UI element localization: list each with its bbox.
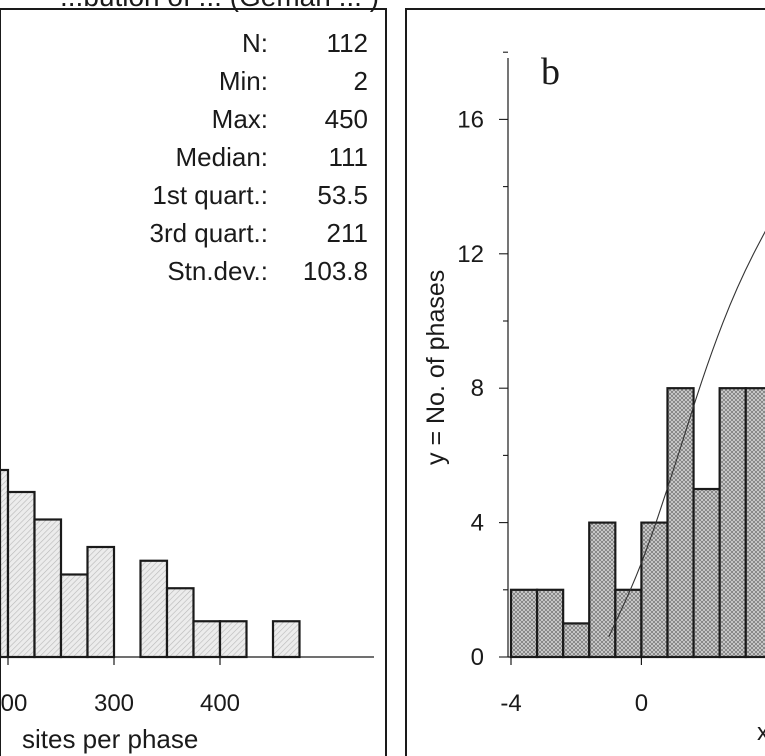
histogram-a-bar bbox=[86, 545, 116, 659]
stat-label: N: bbox=[242, 28, 268, 58]
x-tick-label-b: -4 bbox=[500, 690, 521, 717]
stat-value: 53.5 bbox=[317, 180, 368, 210]
x-tick-label-a: 00 bbox=[1, 690, 28, 717]
panel-b: b 0 4 8 12 16 -4 0 4 y = No. of phases x bbox=[422, 51, 765, 746]
x-tick-label-b: 0 bbox=[635, 690, 648, 717]
stat-value: 211 bbox=[327, 218, 368, 248]
stat-value: 2 bbox=[354, 66, 368, 96]
histogram-a-bar bbox=[192, 620, 222, 659]
histogram-a-bar bbox=[6, 490, 36, 659]
histogram-b-bar bbox=[614, 588, 643, 659]
stat-label: 3rd quart.: bbox=[149, 218, 268, 248]
stat-label: 1st quart.: bbox=[152, 180, 268, 210]
stat-value: 111 bbox=[328, 142, 368, 172]
y-tick-label-b: 16 bbox=[457, 106, 484, 133]
x-ticks-b: -404 bbox=[500, 657, 648, 717]
histogram-b-bar bbox=[509, 588, 539, 659]
y-tick-label-b: 4 bbox=[471, 510, 484, 537]
histogram-b-bar bbox=[562, 622, 591, 659]
stats-block: N: 112 Min: 2 Max: 450 Median: 111 1st quart.: 53… bbox=[149, 28, 368, 286]
histogram-b-bar bbox=[692, 487, 721, 659]
histogram-a-bar bbox=[271, 620, 301, 659]
histogram-a-bar bbox=[165, 587, 195, 659]
stat-label: Max: bbox=[212, 104, 268, 134]
y-axis-title-b: y = No. of phases bbox=[422, 270, 450, 465]
y-tick-label-b: 8 bbox=[471, 375, 484, 402]
panel-a-frame bbox=[0, 8, 387, 756]
stat-label: Min: bbox=[219, 66, 268, 96]
histogram-b-bar bbox=[718, 387, 747, 659]
x-axis-title-b-cropped: x bbox=[757, 719, 765, 746]
histogram-a-bar bbox=[33, 518, 63, 659]
y-tick-label-b: 0 bbox=[471, 644, 484, 671]
x-ticks-a: 00 300 400 bbox=[1, 657, 240, 717]
histogram-b-bar bbox=[535, 588, 565, 659]
histogram-a-bar bbox=[218, 620, 248, 659]
x-tick-label-a: 300 bbox=[94, 690, 134, 717]
panel-b-frame bbox=[405, 8, 765, 756]
histogram-b-bar bbox=[666, 387, 695, 659]
stat-value: 103.8 bbox=[303, 256, 368, 286]
histogram-a-bar bbox=[59, 573, 89, 659]
histogram-a-bar bbox=[139, 559, 169, 659]
histogram-b-bar bbox=[640, 521, 669, 659]
stat-label: Median: bbox=[176, 142, 269, 172]
top-title: ...bution of ... (Geman ... ) bbox=[60, 0, 379, 12]
y-axis-b: 0 4 8 12 16 bbox=[457, 51, 509, 671]
histogram-b-bar bbox=[588, 521, 617, 659]
stat-value: 450 bbox=[325, 104, 368, 134]
panel-label-b: b bbox=[541, 51, 560, 93]
y-tick-label-b: 12 bbox=[457, 241, 484, 268]
panel-a: N: 112 Min: 2 Max: 450 Median: 111 1st quart.: 53… bbox=[0, 28, 374, 754]
stat-label: Stn.dev.: bbox=[167, 256, 268, 286]
x-tick-label-a: 400 bbox=[200, 690, 240, 717]
histogram-a-bars bbox=[0, 468, 301, 659]
histogram-b-bar bbox=[744, 387, 765, 659]
histogram-a-bar bbox=[0, 468, 10, 659]
stat-value: 112 bbox=[327, 28, 368, 58]
fitted-curve bbox=[608, 230, 765, 638]
x-axis-title-a: sites per phase bbox=[22, 724, 198, 754]
histogram-b-bars bbox=[509, 387, 765, 659]
